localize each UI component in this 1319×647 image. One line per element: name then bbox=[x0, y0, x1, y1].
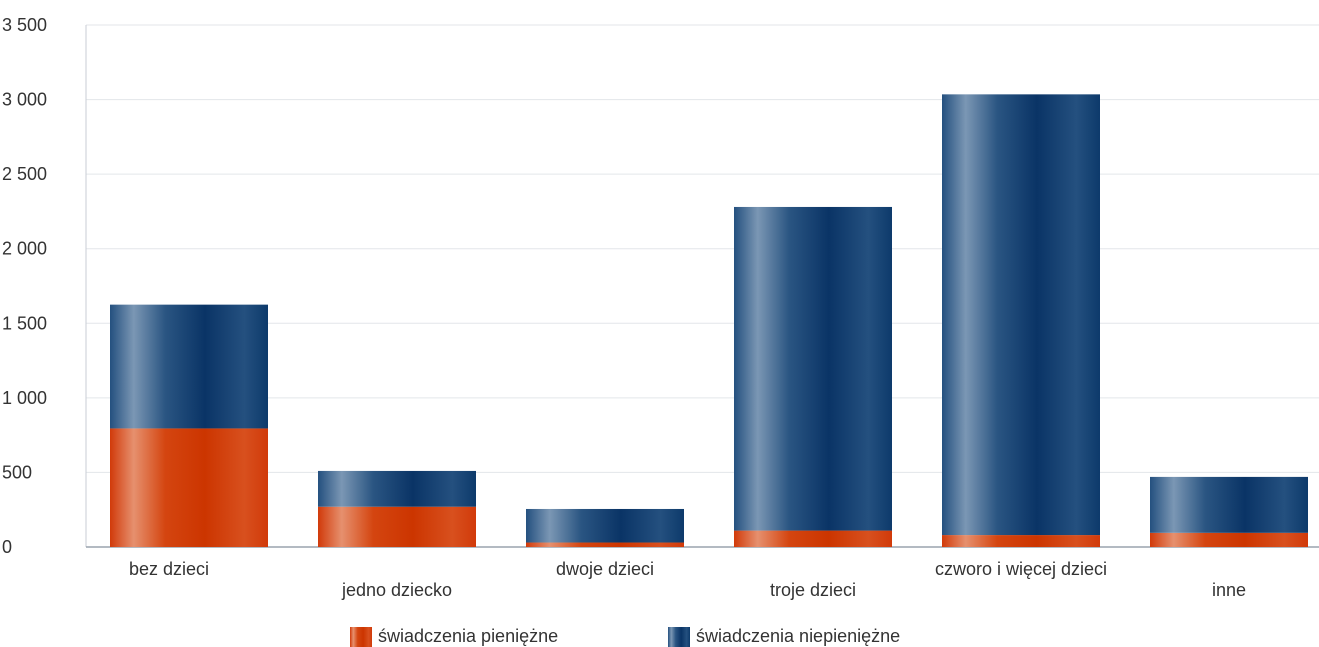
x-category-label: jedno dziecko bbox=[341, 580, 452, 600]
legend-item: świadczenia pieniężne bbox=[350, 626, 558, 647]
legend-swatch-niepieniezne bbox=[668, 627, 690, 647]
bar-segment-pieniezne bbox=[1150, 532, 1308, 547]
x-category-labels: bez dzieci jedno dziecko dwoje dzieci troje… bbox=[129, 559, 1246, 600]
bar-segment-pieniezne bbox=[734, 530, 892, 547]
bar-segment-niepieniezne bbox=[526, 508, 684, 543]
legend-swatch-pieniezne bbox=[350, 627, 372, 647]
y-tick-label: 2 000 bbox=[2, 239, 47, 259]
y-tick-label: 2 500 bbox=[2, 164, 47, 184]
y-tick-labels: 0 500 1 000 1 500 2 000 2 500 3 000 3 500 bbox=[2, 15, 47, 557]
legend-label: świadczenia pieniężne bbox=[378, 626, 558, 646]
y-tick-label: 1 500 bbox=[2, 313, 47, 333]
x-category-label: inne bbox=[1212, 580, 1246, 600]
y-tick-label: 3 000 bbox=[2, 90, 47, 110]
bar-segment-niepieniezne bbox=[942, 94, 1100, 536]
bar-segment-niepieniezne bbox=[734, 206, 892, 531]
legend-label: świadczenia niepieniężne bbox=[696, 626, 900, 646]
bar-segment-pieniezne bbox=[942, 535, 1100, 547]
bar-segment-niepieniezne bbox=[318, 470, 476, 507]
x-category-label: dwoje dzieci bbox=[556, 559, 654, 579]
y-tick-label: 500 bbox=[2, 462, 32, 482]
bar-segment-niepieniezne bbox=[1150, 476, 1308, 533]
bar-segment-pieniezne bbox=[318, 506, 476, 547]
y-tick-label: 3 500 bbox=[2, 15, 47, 35]
legend-item: świadczenia niepieniężne bbox=[668, 626, 900, 647]
x-category-label: bez dzieci bbox=[129, 559, 209, 579]
axes bbox=[85, 25, 1319, 548]
grid-lines bbox=[86, 24, 1319, 473]
bar-segment-niepieniezne bbox=[110, 304, 268, 429]
x-category-label: czworo i więcej dzieci bbox=[935, 559, 1107, 579]
bars bbox=[110, 94, 1308, 547]
x-category-label: troje dzieci bbox=[770, 580, 856, 600]
y-tick-label: 1 000 bbox=[2, 388, 47, 408]
y-tick-label: 0 bbox=[2, 537, 12, 557]
bar-segment-pieniezne bbox=[526, 542, 684, 547]
legend: świadczenia pieniężne świadczenia niepien… bbox=[350, 626, 900, 647]
bar-segment-pieniezne bbox=[110, 428, 268, 547]
